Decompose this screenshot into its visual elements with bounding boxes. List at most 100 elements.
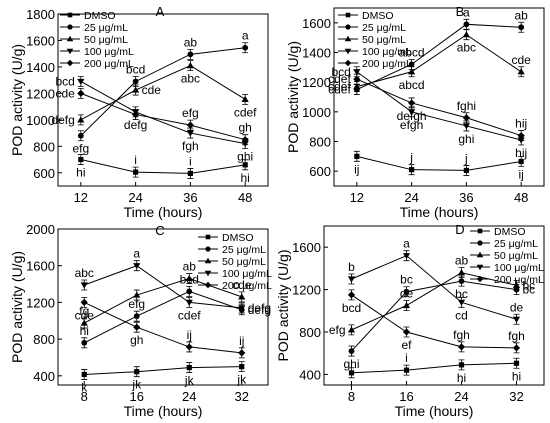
y-axis-label: POD activity (U/g): [285, 41, 301, 153]
significance-label: bcd: [55, 74, 74, 88]
significance-label: cde: [75, 308, 95, 322]
y-tick-label: 600: [309, 164, 331, 179]
data-point: [457, 299, 466, 306]
significance-label: k: [81, 380, 88, 394]
legend-label: DMSO: [494, 226, 526, 238]
significance-label: bcd: [342, 301, 361, 315]
x-tick-label: 24: [182, 389, 196, 404]
y-tick-label: 400: [33, 369, 55, 384]
data-point: [133, 169, 139, 175]
data-point: [132, 78, 139, 85]
data-point: [186, 288, 193, 295]
y-tick-label: 1600: [26, 33, 55, 48]
legend-marker: [205, 234, 211, 240]
significance-label: bcd: [331, 65, 350, 79]
significance-label: hi: [457, 371, 466, 385]
data-point: [186, 121, 194, 129]
legend-marker: [345, 24, 351, 30]
data-point: [242, 162, 248, 168]
data-point: [187, 170, 193, 177]
series-line: [351, 255, 517, 320]
y-tick-label: 1000: [302, 105, 331, 120]
x-tick-label: 36: [183, 190, 197, 205]
significance-label: ab: [514, 8, 528, 22]
significance-label: efg: [72, 142, 89, 156]
significance-label: abc: [75, 266, 94, 280]
data-point: [518, 24, 525, 31]
data-point: [238, 293, 246, 300]
significance-label: de: [400, 287, 414, 301]
panel-letter: C: [155, 223, 164, 238]
significance-label: efgh: [400, 118, 423, 132]
series-line: [80, 47, 246, 137]
significance-label: bc: [455, 287, 468, 301]
data-point: [133, 291, 141, 298]
plot-frame: [57, 228, 269, 386]
data-point: [348, 370, 355, 376]
series-line: [356, 155, 522, 171]
data-point: [186, 130, 194, 137]
data-point: [242, 44, 249, 51]
panel-letter: B: [456, 4, 465, 19]
significance-label: fgh: [182, 139, 199, 153]
significance-label: i: [405, 351, 408, 365]
data-point: [408, 99, 416, 107]
significance-label: ij: [239, 334, 244, 348]
x-tick-label: 16: [399, 389, 413, 404]
data-point: [408, 109, 416, 116]
series-line: [351, 362, 517, 374]
significance-label: defgh: [397, 109, 427, 123]
legend-label: 25 μg/mL: [84, 22, 128, 34]
significance-label: cdef: [328, 72, 351, 86]
series-100-g-ml: bcd efgh ghi hij: [331, 65, 527, 160]
significance-label: cdef: [234, 105, 257, 119]
data-point: [458, 362, 465, 368]
significance-label: a: [133, 247, 140, 261]
significance-label: defg: [51, 113, 74, 127]
legend-label: 100 μg/mL: [362, 46, 412, 58]
y-tick-label: 1400: [302, 46, 331, 61]
y-axis-label: POD activity (U/g): [275, 249, 291, 361]
significance-label: fgh: [508, 329, 525, 343]
y-tick-label: 800: [33, 332, 55, 347]
y-tick-label: 2000: [26, 222, 55, 237]
legend-label: 25 μg/mL: [362, 22, 406, 34]
legend-label: DMSO: [222, 232, 254, 244]
significance-label: cde: [142, 83, 162, 97]
data-point: [512, 281, 521, 288]
data-point: [353, 83, 361, 90]
significance-label: gh: [238, 121, 251, 135]
y-tick-label: 800: [309, 135, 331, 150]
data-point: [241, 136, 249, 144]
legend-label: 200 μg/mL: [84, 58, 134, 70]
data-point: [402, 301, 411, 309]
x-axis-label: Time (hours): [124, 403, 203, 419]
significance-label: ab: [183, 260, 197, 274]
data-point: [403, 288, 410, 295]
legend-marker: [67, 12, 73, 18]
legend-label: 25 μg/mL: [494, 238, 538, 250]
data-point: [80, 282, 88, 289]
series-dmso: i i hi hi: [348, 351, 521, 393]
legend-label: 100 μg/mL: [494, 262, 544, 274]
significance-label: bcd: [126, 62, 145, 76]
data-point: [77, 116, 85, 123]
data-point: [185, 343, 193, 351]
x-tick-label: 12: [74, 190, 88, 205]
y-tick-label: 1200: [26, 295, 55, 310]
significance-label: a: [463, 5, 470, 19]
significance-label: defg: [248, 301, 271, 315]
data-point: [458, 278, 465, 285]
x-tick-label: 32: [509, 389, 523, 404]
significance-label: hi: [512, 369, 521, 383]
data-point: [512, 344, 521, 352]
y-tick-label: 1000: [26, 113, 55, 128]
data-point: [78, 156, 84, 163]
data-point: [463, 21, 470, 28]
x-axis-label: Time (hours): [395, 403, 474, 419]
data-point: [517, 131, 525, 140]
significance-label: abc: [457, 41, 476, 55]
